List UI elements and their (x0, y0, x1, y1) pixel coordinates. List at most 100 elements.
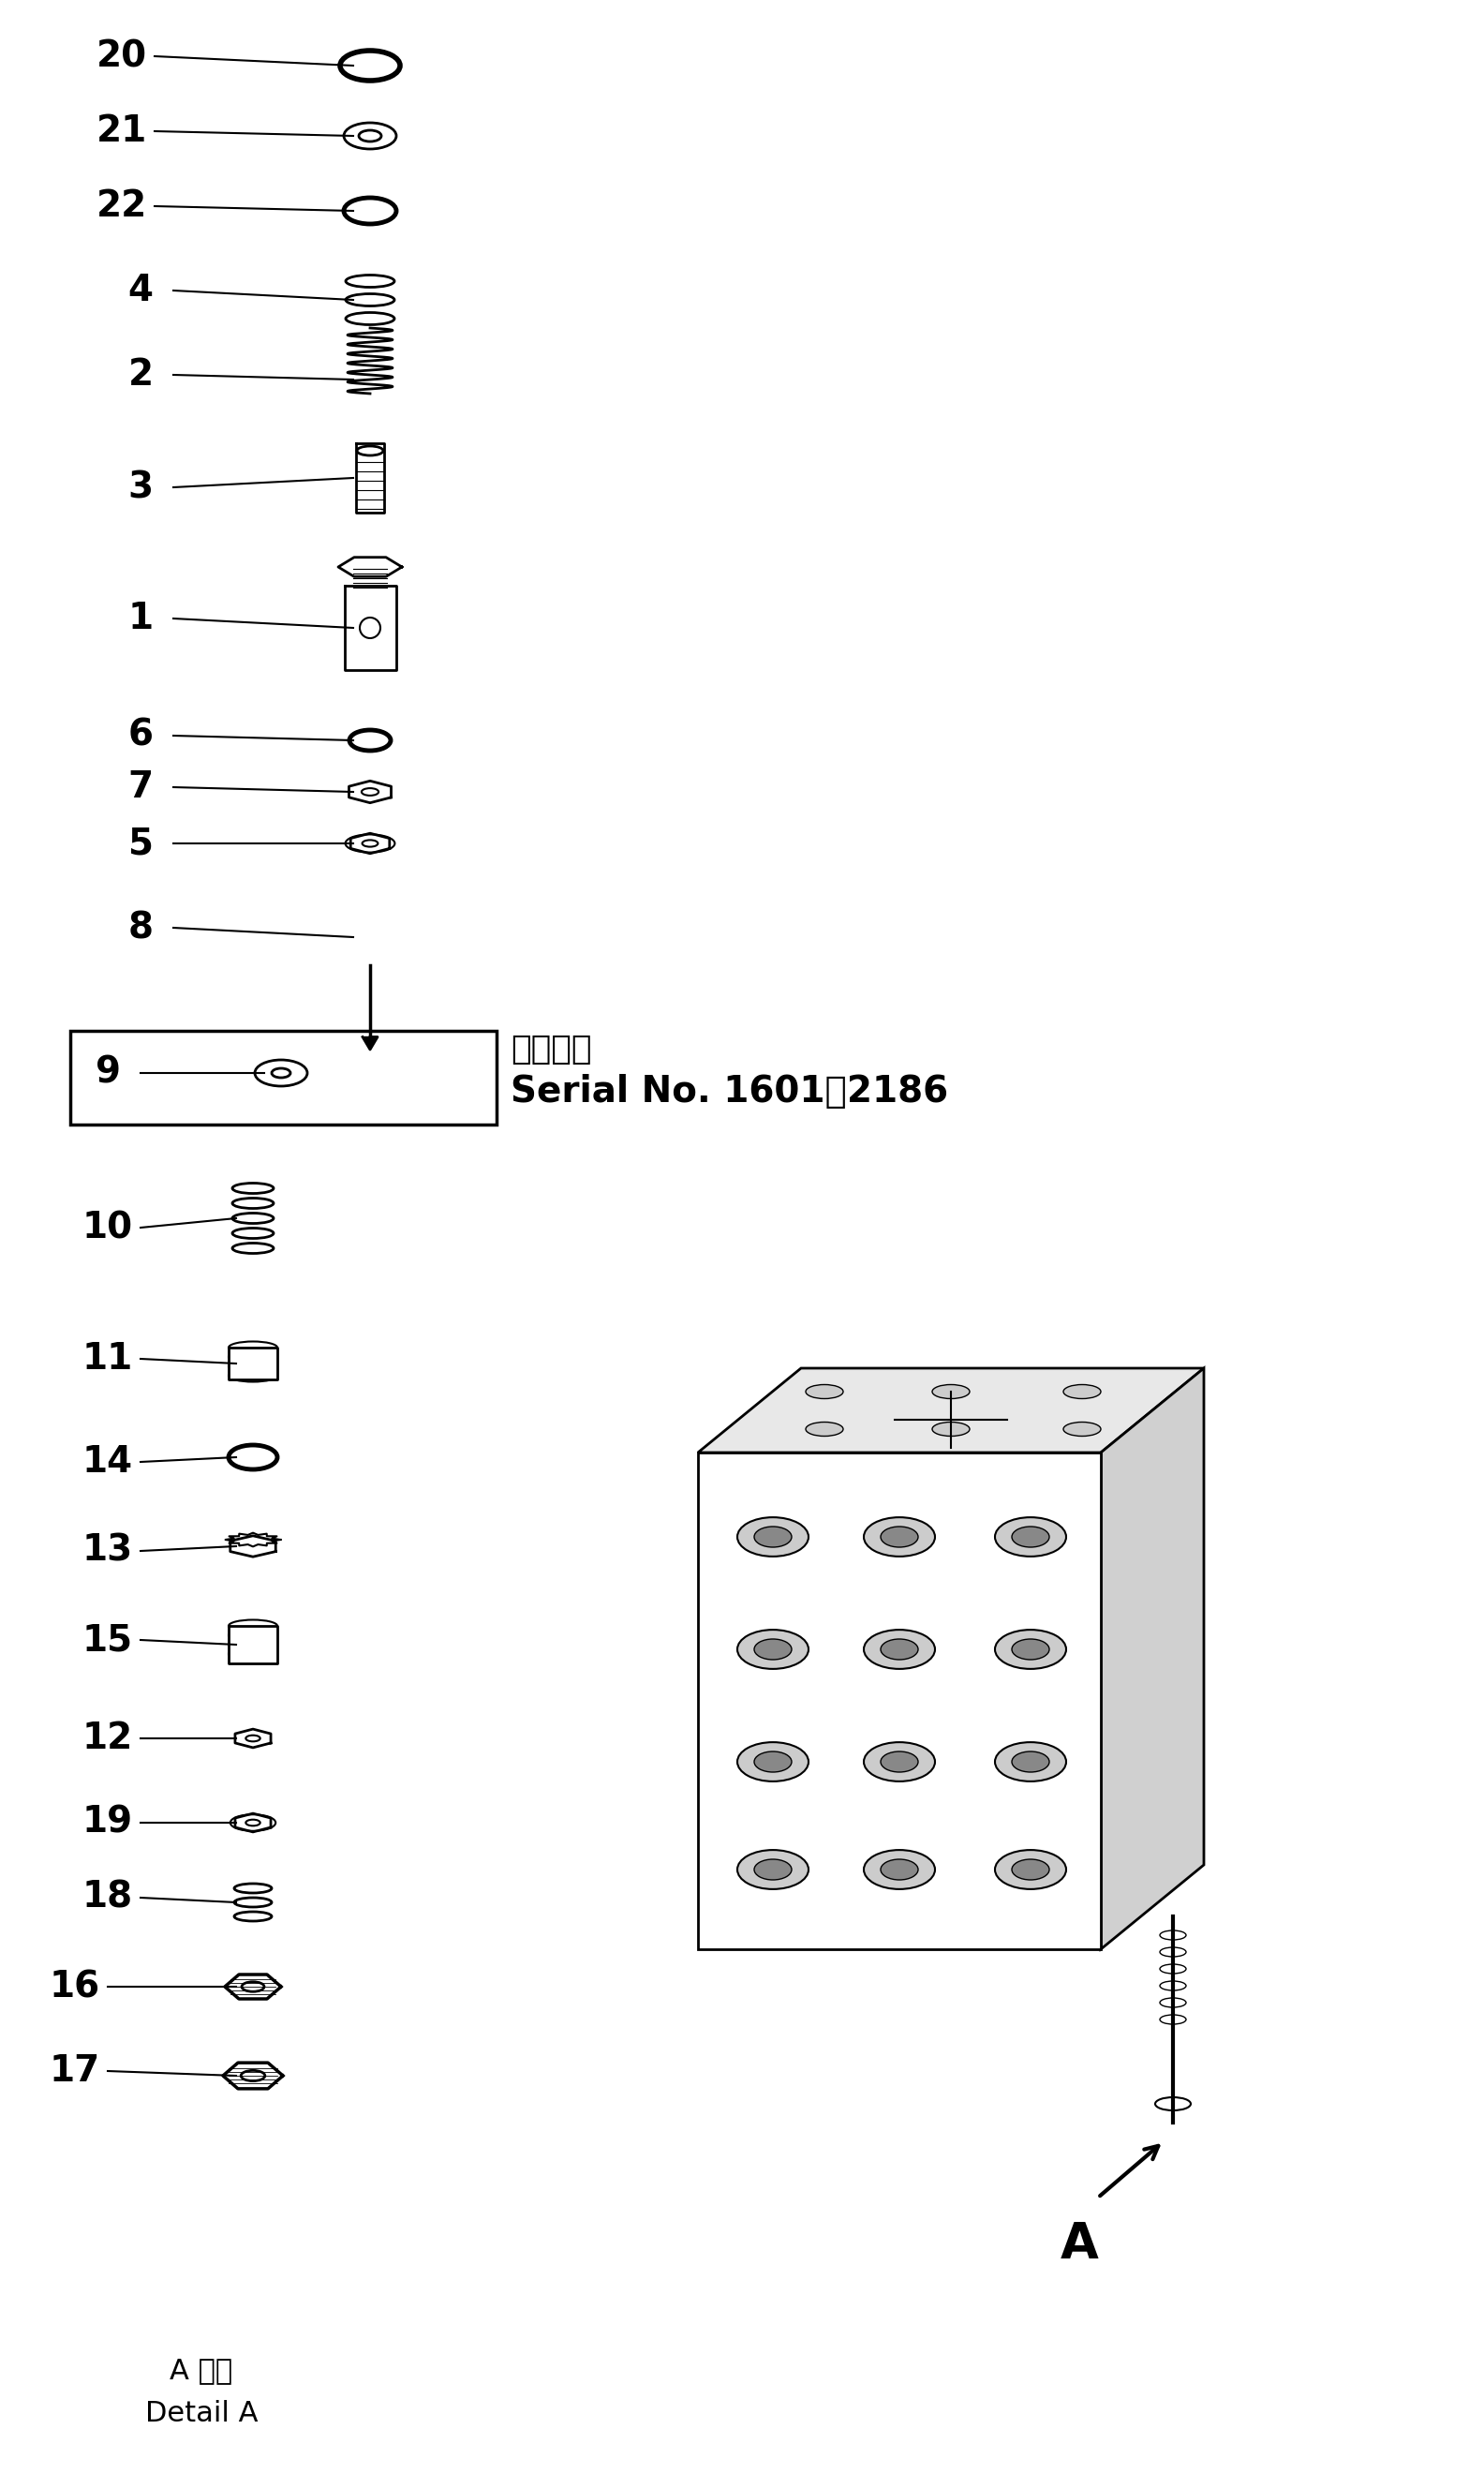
Ellipse shape (1012, 1752, 1049, 1771)
Text: Detail A: Detail A (145, 2400, 258, 2427)
Ellipse shape (229, 1341, 278, 1353)
Text: 16: 16 (49, 1969, 101, 2004)
Text: 11: 11 (82, 1341, 134, 1376)
Ellipse shape (346, 312, 395, 324)
Ellipse shape (864, 1851, 935, 1890)
Ellipse shape (346, 294, 395, 307)
Ellipse shape (229, 1648, 278, 1660)
Polygon shape (338, 557, 402, 576)
Ellipse shape (1160, 1964, 1186, 1974)
Text: 14: 14 (83, 1445, 134, 1479)
Ellipse shape (994, 1742, 1066, 1781)
Ellipse shape (255, 1059, 307, 1086)
Ellipse shape (1155, 2098, 1190, 2110)
Polygon shape (234, 1729, 270, 1747)
Ellipse shape (754, 1752, 791, 1771)
Ellipse shape (229, 1638, 278, 1650)
Text: 5: 5 (128, 826, 153, 861)
Ellipse shape (233, 1197, 273, 1207)
Ellipse shape (1160, 1999, 1186, 2006)
Text: 22: 22 (96, 188, 147, 225)
Ellipse shape (233, 1183, 273, 1192)
Text: 3: 3 (128, 470, 153, 505)
Ellipse shape (1064, 1385, 1101, 1398)
Ellipse shape (1160, 2014, 1186, 2024)
Polygon shape (362, 1037, 377, 1049)
Polygon shape (350, 834, 389, 854)
Polygon shape (697, 1368, 1204, 1452)
Text: 2: 2 (128, 356, 153, 393)
Text: A 詳細: A 詳細 (171, 2358, 233, 2385)
Text: 6: 6 (128, 717, 153, 755)
Text: 適用号機: 適用号機 (510, 1034, 592, 1066)
Ellipse shape (1012, 1860, 1049, 1880)
Ellipse shape (994, 1630, 1066, 1670)
Text: 1: 1 (128, 601, 153, 636)
Text: 9: 9 (95, 1056, 120, 1091)
Ellipse shape (738, 1517, 809, 1556)
Ellipse shape (738, 1742, 809, 1781)
Ellipse shape (880, 1638, 919, 1660)
Ellipse shape (234, 1898, 272, 1907)
Polygon shape (230, 1536, 276, 1556)
Polygon shape (229, 1625, 278, 1663)
Ellipse shape (1012, 1526, 1049, 1546)
Ellipse shape (234, 1883, 272, 1893)
Text: 4: 4 (128, 272, 153, 309)
Text: 18: 18 (83, 1880, 134, 1915)
Ellipse shape (1064, 1423, 1101, 1435)
Ellipse shape (1012, 1638, 1049, 1660)
Bar (70, 1032, 497, 1126)
Ellipse shape (994, 1851, 1066, 1890)
Ellipse shape (880, 1860, 919, 1880)
Ellipse shape (754, 1526, 791, 1546)
Polygon shape (234, 1813, 270, 1831)
Ellipse shape (358, 445, 383, 455)
Text: 12: 12 (82, 1719, 134, 1757)
Ellipse shape (880, 1752, 919, 1771)
Ellipse shape (229, 1351, 278, 1363)
Text: 10: 10 (83, 1210, 134, 1244)
Ellipse shape (234, 1912, 272, 1922)
Polygon shape (223, 2063, 283, 2088)
Ellipse shape (1160, 1947, 1186, 1957)
Text: 8: 8 (128, 910, 153, 945)
Text: A: A (1060, 2219, 1098, 2269)
Ellipse shape (229, 1630, 278, 1640)
Ellipse shape (233, 1242, 273, 1254)
Ellipse shape (754, 1638, 791, 1660)
Ellipse shape (738, 1851, 809, 1890)
Text: 19: 19 (83, 1806, 134, 1841)
Ellipse shape (738, 1630, 809, 1670)
Text: 17: 17 (49, 2053, 101, 2088)
Ellipse shape (344, 124, 396, 148)
Ellipse shape (864, 1742, 935, 1781)
Ellipse shape (229, 1361, 278, 1373)
Text: 13: 13 (82, 1534, 134, 1569)
Ellipse shape (346, 275, 395, 287)
Ellipse shape (932, 1423, 969, 1435)
Text: 21: 21 (96, 114, 147, 148)
Text: 7: 7 (128, 769, 153, 804)
Ellipse shape (864, 1630, 935, 1670)
Polygon shape (697, 1452, 1101, 1950)
Ellipse shape (864, 1517, 935, 1556)
Ellipse shape (229, 1371, 278, 1383)
Ellipse shape (880, 1526, 919, 1546)
Ellipse shape (233, 1227, 273, 1239)
Polygon shape (226, 1534, 280, 1546)
Ellipse shape (754, 1860, 791, 1880)
Text: 20: 20 (96, 40, 147, 74)
Ellipse shape (1160, 1982, 1186, 1992)
Ellipse shape (229, 1620, 278, 1633)
Ellipse shape (994, 1517, 1066, 1556)
Text: Serial No. 1601！2186: Serial No. 1601！2186 (510, 1074, 948, 1108)
Polygon shape (344, 586, 396, 670)
Ellipse shape (233, 1212, 273, 1225)
Ellipse shape (1160, 1930, 1186, 1940)
Polygon shape (226, 1974, 280, 1999)
Polygon shape (229, 1348, 278, 1380)
Ellipse shape (806, 1423, 843, 1435)
Polygon shape (349, 782, 392, 804)
Polygon shape (1101, 1368, 1204, 1950)
